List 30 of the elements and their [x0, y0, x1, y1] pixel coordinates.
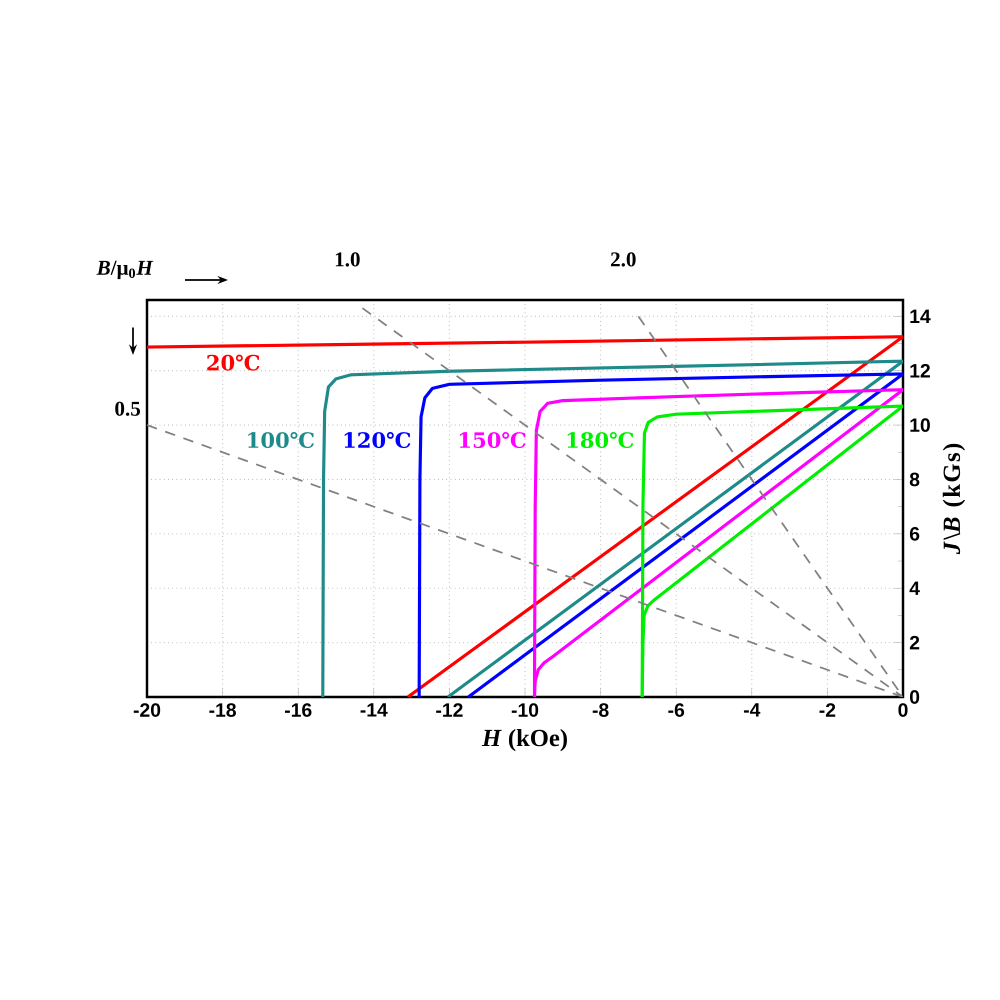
y-tick-label: 14 [910, 310, 931, 323]
x-tick-label: -18 [209, 703, 236, 717]
y-tick-label: 10 [910, 418, 930, 432]
x-tick-label: -6 [668, 703, 684, 717]
y-tick-label: 6 [910, 527, 920, 541]
y-tick-label: 12 [910, 364, 930, 378]
annotation: 1.0 [336, 252, 360, 267]
y-tick-label: 0 [910, 690, 920, 704]
y-tick-label: 8 [910, 472, 920, 486]
x-axis-title: H (kOe) [482, 728, 567, 752]
x-tick-label: 0 [898, 703, 908, 717]
x-tick-label: -14 [360, 703, 388, 717]
series-label: 180℃ [568, 432, 634, 448]
text: B/μ$_{0}$H [96, 260, 154, 280]
y-axis-title: J\B (kGs) [942, 444, 966, 554]
series-label: 100℃ [248, 432, 314, 448]
x-tick-label: -20 [134, 703, 160, 717]
series-label: 20℃ [207, 354, 260, 371]
annotation: 0.5 [115, 402, 140, 416]
y-tick-label: 4 [910, 582, 920, 595]
series-label: 120℃ [344, 432, 410, 448]
annotation: 2.0 [610, 252, 636, 267]
x-tick-label: -12 [436, 703, 463, 717]
x-tick-label: -4 [744, 703, 760, 717]
x-tick-label: -10 [512, 703, 538, 717]
x-tick-label: -8 [592, 703, 609, 717]
x-tick-label: -16 [284, 703, 312, 717]
x-tick-label: -2 [820, 703, 836, 717]
y-tick-label: 2 [910, 636, 920, 650]
series-label: 150℃ [460, 432, 526, 448]
